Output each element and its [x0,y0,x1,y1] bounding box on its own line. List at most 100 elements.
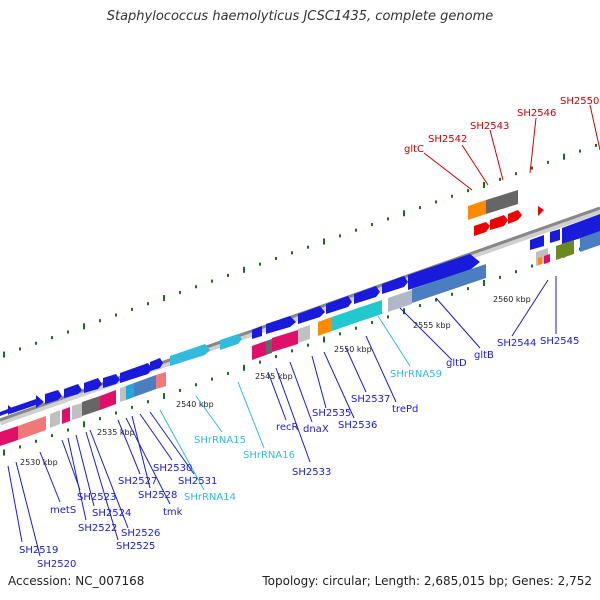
gene-label[interactable]: SH2520 [37,559,76,570]
category-blocks [0,231,600,446]
category-block [100,390,116,410]
gene-arrow[interactable] [354,286,380,304]
gene-label[interactable]: SH2531 [178,476,217,487]
highlight-leaders [423,104,600,191]
gene-label[interactable]: SHrRNA15 [194,435,246,446]
gene-label[interactable]: metS [50,505,76,516]
gene-label[interactable]: SH2522 [78,523,117,534]
accession-text: Accession: NC_007168 [8,574,145,588]
gene-arrow[interactable] [266,316,296,334]
scale-label: 2540 kbp [176,400,214,409]
category-block [272,330,298,352]
category-block [388,290,412,312]
gene-arrow[interactable] [84,378,102,393]
gene-arrow-reverse[interactable] [538,206,544,216]
gene-arrow[interactable] [252,326,262,339]
gene-arrow[interactable] [103,374,120,388]
gene-label[interactable]: SH2544 [497,338,536,349]
highlight-labels: gltC SH2542 SH2543 SH2546 SH2550 [404,96,599,155]
gene-label[interactable]: SH2530 [153,463,192,474]
gene-label[interactable]: SH2533 [292,467,331,478]
upper-tick-row [3,143,597,358]
scale-label: 2555 kbp [413,321,451,330]
gene-label[interactable]: dnaX [303,424,329,435]
category-block [412,264,486,303]
gene-label[interactable]: gltD [446,358,467,369]
gene-label[interactable]: tmk [163,507,183,518]
scale-label: 2530 kbp [20,458,58,467]
scale-label: 2560 kbp [493,295,531,304]
category-block [358,300,382,322]
category-block [538,257,542,265]
category-block [120,386,126,402]
gene-label[interactable]: SH2536 [338,420,377,431]
category-block [126,383,134,400]
gene-label[interactable]: SH2526 [121,528,160,539]
category-block [0,426,18,446]
category-block [468,200,486,220]
gene-arrow-reverse[interactable] [490,215,508,230]
gene-label[interactable]: SH2524 [92,508,131,519]
gene-arrow[interactable] [382,276,408,294]
gene-label[interactable]: SHrRNA14 [184,492,236,503]
gene-label-SH2546[interactable]: SH2546 [517,108,556,119]
gene-arrow[interactable] [120,363,152,383]
forward-genes [0,214,600,416]
gene-arrow[interactable] [0,405,14,416]
gene-label[interactable]: SH2537 [351,394,390,405]
scale-labels: 2530 kbp 2535 kbp 2540 kbp 2545 kbp 2550… [20,295,531,467]
category-block [82,396,100,416]
gene-arrow[interactable] [550,229,560,243]
category-block [62,407,70,424]
gene-labels: SH2519 SH2520 metS SH2523 SH2522 SH2524 … [19,336,579,570]
category-block [72,403,82,420]
gene-arrow[interactable] [530,235,544,250]
gene-arrow[interactable] [64,384,82,398]
genome-title: Staphylococcus haemolyticus JCSC1435, co… [106,9,494,24]
gene-label-SH2543[interactable]: SH2543 [470,121,509,132]
gene-label[interactable]: SH2528 [138,490,177,501]
category-block [252,341,266,360]
gene-label[interactable]: trePd [392,404,418,415]
category-block [332,308,358,331]
category-block [18,416,46,440]
gene-arrow-reverse[interactable] [474,222,490,236]
gene-label-gltC[interactable]: gltC [404,144,424,155]
category-block [298,325,310,343]
gene-arrow[interactable] [150,358,163,371]
gene-leaders [7,276,557,557]
category-block [544,254,550,264]
scale-label: 2550 kbp [334,345,372,354]
gene-label[interactable]: SH2525 [116,541,155,552]
gene-arrow[interactable] [45,390,62,404]
genome-summary: Topology: circular; Length: 2,685,015 bp… [262,574,592,588]
gene-label-SH2550[interactable]: SH2550 [560,96,599,107]
category-block [486,190,518,214]
scale-label: 2535 kbp [97,428,135,437]
gene-label[interactable]: SH2545 [540,336,579,347]
category-block [266,339,272,355]
gene-label[interactable]: SH2527 [118,476,157,487]
gene-arrow-reverse[interactable] [508,210,522,224]
gene-label[interactable]: recR [276,422,299,433]
gene-label[interactable]: gltB [474,350,494,361]
gene-label[interactable]: SH2519 [19,545,58,556]
gene-label[interactable]: SH2535 [312,408,351,419]
gene-label-SH2542[interactable]: SH2542 [428,134,467,145]
gene-arrow[interactable] [326,296,352,314]
gene-label[interactable]: SHrRNA59 [390,369,442,380]
rna-arrow[interactable] [170,344,210,366]
rna-arrow[interactable] [220,334,242,350]
category-block [156,372,166,389]
gene-label[interactable]: SH2523 [77,492,116,503]
gene-arrow[interactable] [408,254,480,290]
scale-label: 2545 kbp [255,372,293,381]
gene-arrow[interactable] [298,306,325,324]
category-block [556,240,574,260]
gene-arrow[interactable] [562,214,600,244]
gene-label[interactable]: SHrRNA16 [243,450,295,461]
gene-arrow[interactable] [10,395,44,414]
category-block [580,231,600,252]
category-block [50,410,60,428]
